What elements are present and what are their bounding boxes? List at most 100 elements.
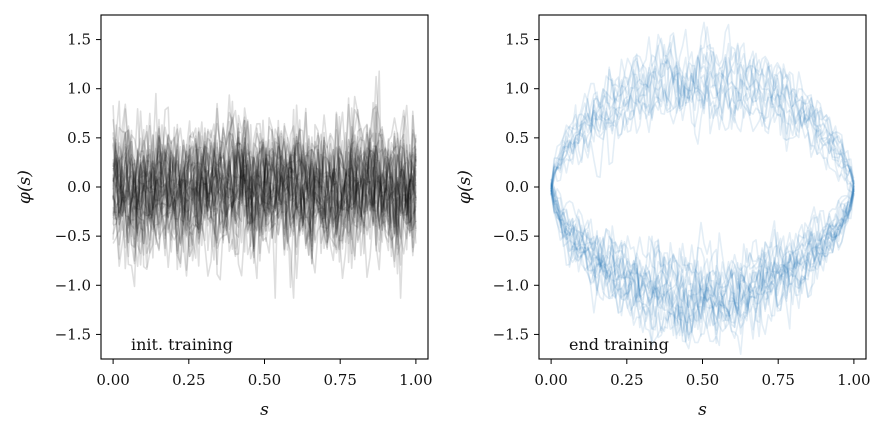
left-sample-path [112, 111, 417, 265]
right-sample-path [550, 179, 855, 350]
left-y-tick-label: −1.5 [55, 325, 91, 343]
left-sample-path [112, 101, 417, 262]
left-sample-path [112, 105, 417, 248]
right-x-tick-label: 1.00 [837, 371, 870, 389]
left-sample-path [112, 94, 417, 252]
left-panel: 0.00 0.25 0.50 0.75 1.00 1.5 1.0 0.5 0.0 −0.5 −1.… [15, 14, 433, 420]
right-sample-path [550, 32, 855, 189]
right-sample-path [550, 26, 855, 192]
left-sample-path [112, 119, 417, 271]
left-sample-path [112, 110, 417, 266]
right-x-ticks: 0.00 0.25 0.50 0.75 1.00 [534, 359, 871, 389]
right-sample-path [550, 56, 855, 190]
right-x-tick-label: 0.50 [686, 371, 719, 389]
right-sample-paths [550, 21, 855, 356]
left-sample-path [112, 125, 417, 255]
left-x-axis-label: s [260, 400, 269, 420]
right-sample-path [550, 189, 855, 310]
left-sample-path [112, 102, 417, 268]
left-sample-path [112, 123, 417, 244]
left-sample-paths [112, 70, 417, 299]
right-y-tick-label: 1.5 [505, 31, 529, 49]
left-sample-path [112, 103, 417, 261]
left-sample-path [112, 111, 417, 288]
right-sample-path [550, 178, 855, 343]
right-sample-path [550, 180, 855, 340]
right-sample-path [550, 186, 855, 337]
left-sample-path [112, 131, 417, 269]
right-sample-path [550, 182, 855, 347]
right-sample-path [550, 59, 855, 194]
right-x-tick-label: 0.25 [610, 371, 643, 389]
right-x-axis-label: s [698, 400, 707, 420]
left-y-axis-label: φ(s) [15, 170, 35, 204]
right-sample-path [550, 21, 855, 189]
right-annotation-end-training: end training [569, 335, 669, 354]
right-sample-path [550, 182, 855, 345]
right-sample-path [550, 53, 855, 193]
left-x-tick-label: 0.75 [323, 371, 356, 389]
left-y-tick-label: 0.0 [67, 178, 91, 196]
right-sample-path [550, 41, 855, 194]
left-sample-path [112, 104, 417, 271]
left-y-tick-label: 1.5 [67, 31, 91, 49]
left-sample-path [112, 95, 417, 281]
right-sample-path [550, 187, 855, 334]
left-sample-path [112, 127, 417, 268]
left-sample-path [112, 111, 417, 264]
left-annotation-init-training: init. training [131, 335, 233, 354]
right-y-tick-label: −0.5 [493, 227, 529, 245]
left-sample-path [112, 127, 417, 299]
left-sample-path [112, 112, 417, 289]
left-sample-path [112, 110, 417, 271]
left-sample-path [112, 92, 417, 280]
right-y-ticks: 1.5 1.0 0.5 0.0 −0.5 −1.0 −1.5 [493, 31, 539, 343]
left-sample-path [112, 107, 417, 299]
right-sample-path [550, 35, 855, 188]
left-sample-path [112, 109, 417, 274]
right-sample-path [550, 190, 855, 339]
left-x-tick-label: 0.25 [172, 371, 205, 389]
left-sample-path [112, 75, 417, 265]
right-sample-path [550, 182, 855, 344]
right-sample-path [550, 182, 855, 344]
right-y-axis-label: φ(s) [455, 170, 475, 204]
right-sample-path [550, 60, 855, 191]
left-sample-path [112, 132, 417, 252]
right-sample-path [550, 184, 855, 333]
left-sample-path [112, 114, 417, 280]
left-sample-path [112, 97, 417, 255]
left-sample-path [112, 100, 417, 254]
left-sample-path [112, 107, 417, 277]
left-sample-path [112, 104, 417, 270]
left-x-tick-label: 0.50 [248, 371, 281, 389]
left-sample-path [112, 125, 417, 263]
right-y-tick-label: −1.0 [493, 276, 529, 294]
right-sample-path [550, 187, 855, 336]
right-x-tick-label: 0.75 [761, 371, 794, 389]
left-y-tick-label: 0.5 [67, 129, 91, 147]
right-sample-path [550, 58, 855, 196]
left-sample-path [112, 133, 417, 270]
left-y-tick-label: −1.0 [55, 276, 91, 294]
left-x-ticks: 0.00 0.25 0.50 0.75 1.00 [96, 359, 433, 389]
right-sample-path [550, 193, 855, 315]
left-sample-path [112, 103, 417, 277]
right-sample-path [550, 42, 855, 192]
right-sample-path [550, 179, 855, 301]
right-sample-path [550, 182, 855, 326]
right-sample-path [550, 183, 855, 314]
right-y-tick-label: −1.5 [493, 325, 529, 343]
right-x-tick-label: 0.00 [534, 371, 567, 389]
left-x-tick-label: 0.00 [96, 371, 129, 389]
right-sample-path [550, 188, 855, 356]
right-sample-path [550, 183, 855, 340]
left-sample-path [112, 70, 417, 256]
left-y-tick-label: 1.0 [67, 80, 91, 98]
left-sample-path [112, 132, 417, 259]
right-sample-path [550, 185, 855, 321]
left-y-ticks: 1.5 1.0 0.5 0.0 −0.5 −1.0 −1.5 [55, 31, 101, 343]
left-x-tick-label: 1.00 [399, 371, 432, 389]
